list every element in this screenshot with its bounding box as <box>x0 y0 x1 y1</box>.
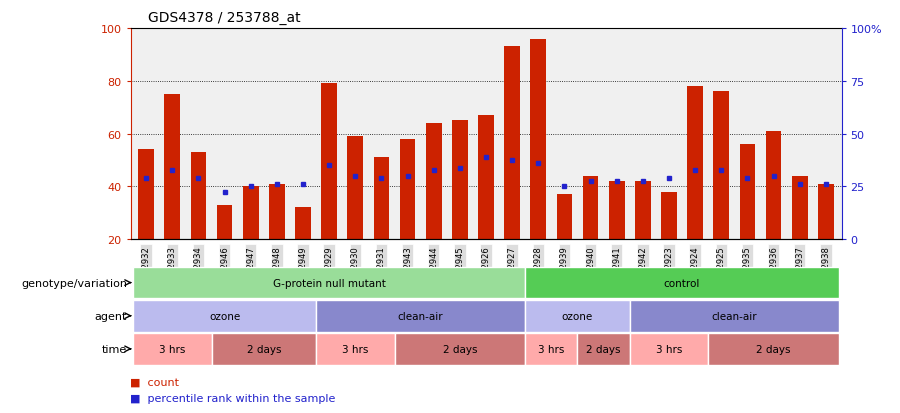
Bar <box>662 192 677 240</box>
Bar <box>374 158 390 240</box>
Bar <box>316 333 394 365</box>
Bar <box>133 300 316 332</box>
Bar <box>526 300 630 332</box>
Text: ■  count: ■ count <box>130 377 179 387</box>
Bar <box>133 267 526 299</box>
Bar <box>165 95 180 240</box>
Bar <box>688 87 703 240</box>
Bar <box>630 300 839 332</box>
Bar <box>556 195 572 240</box>
Bar <box>269 184 284 240</box>
Bar <box>530 39 546 240</box>
Text: 2 days: 2 days <box>587 344 621 354</box>
Text: control: control <box>664 278 700 288</box>
Bar <box>792 176 807 240</box>
Bar <box>708 333 839 365</box>
Text: ozone: ozone <box>562 311 593 321</box>
Bar <box>139 150 154 240</box>
Text: 2 days: 2 days <box>443 344 477 354</box>
Text: 3 hrs: 3 hrs <box>656 344 682 354</box>
Bar <box>635 182 651 240</box>
Text: 2 days: 2 days <box>247 344 281 354</box>
Text: ■  percentile rank within the sample: ■ percentile rank within the sample <box>130 393 336 403</box>
Bar <box>630 333 708 365</box>
Text: 2 days: 2 days <box>756 344 791 354</box>
Bar <box>609 182 625 240</box>
Bar <box>578 333 630 365</box>
Bar <box>321 84 337 240</box>
Bar <box>526 333 578 365</box>
Bar <box>766 132 781 240</box>
Text: 3 hrs: 3 hrs <box>342 344 368 354</box>
Bar <box>478 116 494 240</box>
Bar <box>316 300 526 332</box>
Bar <box>243 187 258 240</box>
Bar <box>295 208 310 240</box>
Bar <box>740 145 755 240</box>
Bar <box>217 205 232 240</box>
Bar <box>191 153 206 240</box>
Bar <box>426 124 442 240</box>
Bar <box>212 333 316 365</box>
Bar <box>400 140 416 240</box>
Bar <box>347 137 363 240</box>
Bar <box>133 333 212 365</box>
Text: agent: agent <box>94 311 127 321</box>
Bar <box>526 267 839 299</box>
Text: genotype/variation: genotype/variation <box>21 278 127 288</box>
Text: clean-air: clean-air <box>712 311 757 321</box>
Bar <box>582 176 599 240</box>
Bar <box>452 121 468 240</box>
Text: 3 hrs: 3 hrs <box>159 344 185 354</box>
Text: G-protein null mutant: G-protein null mutant <box>273 278 385 288</box>
Text: clean-air: clean-air <box>398 311 444 321</box>
Bar <box>394 333 526 365</box>
Bar <box>714 92 729 240</box>
Text: 3 hrs: 3 hrs <box>538 344 564 354</box>
Bar <box>818 184 833 240</box>
Text: time: time <box>102 344 127 354</box>
Text: GDS4378 / 253788_at: GDS4378 / 253788_at <box>148 11 302 25</box>
Bar <box>504 47 520 240</box>
Text: ozone: ozone <box>209 311 240 321</box>
